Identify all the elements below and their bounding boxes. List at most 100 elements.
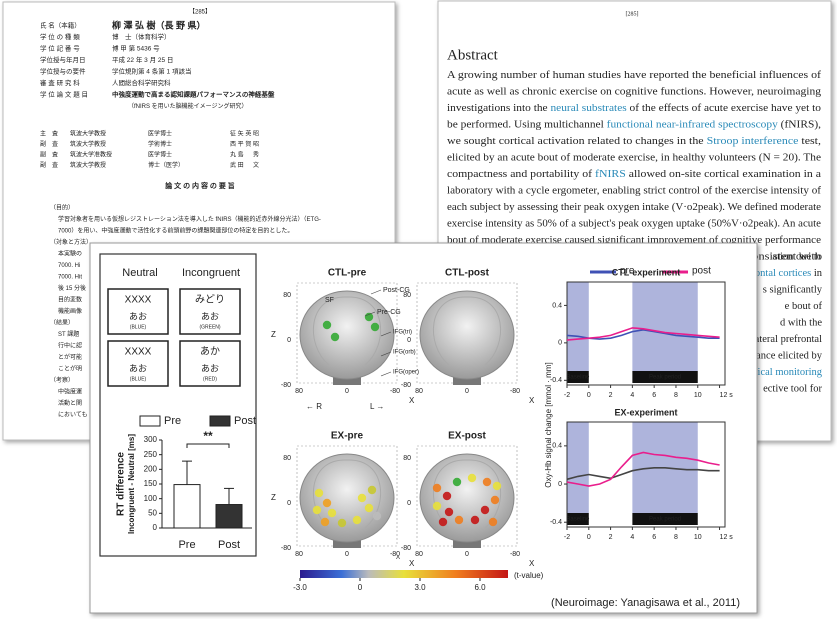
z-tick-label: 80: [403, 292, 411, 299]
oxy-line: [566, 327, 720, 341]
region-label: IFG(orb): [393, 350, 416, 356]
body-line: 7000. Hit: [58, 275, 82, 281]
baseline-shade: [567, 422, 589, 513]
body-line: 活動と関: [58, 399, 82, 407]
stroop-answer: あお: [201, 311, 219, 321]
activation-dot: [364, 503, 374, 513]
colorbar-marker: ^: [396, 555, 400, 564]
abstract-link: Stroop interference: [707, 136, 799, 147]
activation-dot: [488, 517, 498, 527]
activation-dot: [372, 511, 382, 521]
peak-label: Peak period: [649, 517, 681, 523]
body-line: （目的）: [50, 204, 74, 212]
region-label: IFG(oper): [393, 370, 419, 376]
abstract-line: each subject by assessing their peak oxy…: [447, 202, 821, 213]
body-line: 学習対象者を用いる仮想レジストレーション法を導入した fNIRS（機能的近赤外線…: [58, 215, 321, 223]
activation-dot: [327, 508, 337, 518]
colorbar: [300, 570, 508, 578]
field-subtitle: （fNIRS を用いた脳機能イメージング研究）: [128, 102, 248, 110]
activation-dot: [452, 477, 462, 487]
region-label: SF: [325, 297, 334, 304]
committee-cell: 丸 島 秀: [230, 151, 259, 159]
committee-cell: 西 平 賀 昭: [230, 140, 259, 148]
x-tick-label: 2: [609, 392, 613, 399]
z-tick-label: 80: [283, 455, 291, 462]
committee-cell: 筑波大学准教授: [70, 151, 112, 159]
field-value: 中強度運動で高まる認知課題パフォーマンスの神経基盤: [112, 90, 275, 99]
y-tick-label: 0.4: [552, 443, 562, 450]
y-tick-label: 0: [558, 340, 562, 347]
abstract-line: ation due to: [772, 252, 822, 263]
x-axis-name: X: [409, 396, 415, 405]
z-tick-label: 0: [287, 337, 291, 344]
legend-swatch: [209, 415, 231, 427]
committee-cell: 副 査: [40, 161, 58, 169]
direction-r: ← R: [306, 402, 322, 411]
y-axis-label: Oxy-Hb signal change [mmol · mm]: [544, 362, 553, 487]
abstract-text: test,: [798, 136, 821, 147]
region-label: Post-CG: [383, 287, 410, 294]
abstract-link: fNIRS: [595, 169, 626, 180]
region-pointer: [364, 311, 376, 317]
abstract-line: e bout of: [785, 301, 823, 312]
region-pointer: [380, 351, 392, 357]
x-tick-label: 80: [415, 551, 423, 558]
z-axis-name: Z: [271, 330, 276, 339]
body-line: 行中に認: [58, 342, 82, 350]
committee-cell: 学術博士: [148, 140, 172, 148]
abstract-line: frontal cortices in: [748, 268, 823, 279]
abstract-line: laboratory with a cycle ergometer, enabl…: [447, 186, 822, 197]
x-tick-label: 4: [630, 392, 634, 399]
brain-title: EX-pre: [331, 431, 364, 442]
region-pointer: [370, 289, 382, 295]
significance-bracket: [186, 443, 230, 448]
legend-label: Pre: [164, 415, 181, 427]
stroop-answer: あお: [201, 363, 219, 373]
stroop-card: [107, 340, 169, 387]
stroop-hint: (BLUE): [130, 324, 147, 330]
activation-dot: [480, 505, 490, 515]
region-pointer: [380, 371, 392, 377]
field-label: 学 位 の 種 類: [40, 32, 80, 41]
body-line: 中強度運: [58, 388, 82, 396]
z-tick-label: -80: [401, 382, 411, 389]
stroop-card: [179, 340, 241, 387]
baseline-bar: [567, 513, 589, 525]
significance: **: [203, 429, 213, 443]
committee-cell: 医学博士: [148, 130, 172, 138]
legend-label: post: [692, 266, 711, 277]
x-tick-label: 0: [345, 551, 349, 558]
direction-l: L →: [370, 402, 384, 411]
x-axis-name: X: [529, 559, 535, 568]
body-line: ことが明: [58, 365, 82, 373]
colorbar-tick-label: -3.0: [293, 583, 307, 592]
y-axis-label: Incongruent - Neutral [ms]: [127, 434, 136, 534]
x-tick-label: -2: [564, 534, 570, 541]
field-value: 平成 22 年 3 月 25 日: [112, 55, 173, 64]
body-line: においても: [58, 412, 88, 419]
committee-cell: 征 矢 英 昭: [230, 130, 259, 138]
activation-dot: [364, 312, 374, 322]
field-value: 博 士（体育科学）: [112, 32, 171, 41]
z-tick-label: 80: [283, 292, 291, 299]
abstract-line: ical monitoring: [758, 367, 823, 378]
z-tick-label: -80: [401, 545, 411, 552]
x-tick-label: 12 s: [720, 534, 734, 541]
bar: [215, 504, 243, 529]
legend-label: Post: [234, 415, 256, 427]
activation-dot: [438, 517, 448, 527]
stroop-answer: あお: [129, 311, 147, 321]
z-tick-label: 80: [403, 455, 411, 462]
x-tick-label: 0: [465, 388, 469, 395]
stroop-word: みどり: [195, 294, 225, 306]
body-line: 機能画像: [58, 307, 82, 315]
x-tick-label: 2: [609, 534, 613, 541]
abstract-text: we sought cortical activation related to…: [447, 136, 707, 147]
z-tick-label: -80: [281, 545, 291, 552]
body-line: 後 15 分後: [58, 284, 86, 292]
activation-dot: [370, 322, 380, 332]
y-axis-label: RT difference: [116, 452, 127, 516]
chart-title: EX-experiment: [614, 407, 677, 417]
abstract-text: lateral prefrontal: [752, 334, 822, 345]
abstract-text: rmance elicited by: [744, 351, 822, 362]
